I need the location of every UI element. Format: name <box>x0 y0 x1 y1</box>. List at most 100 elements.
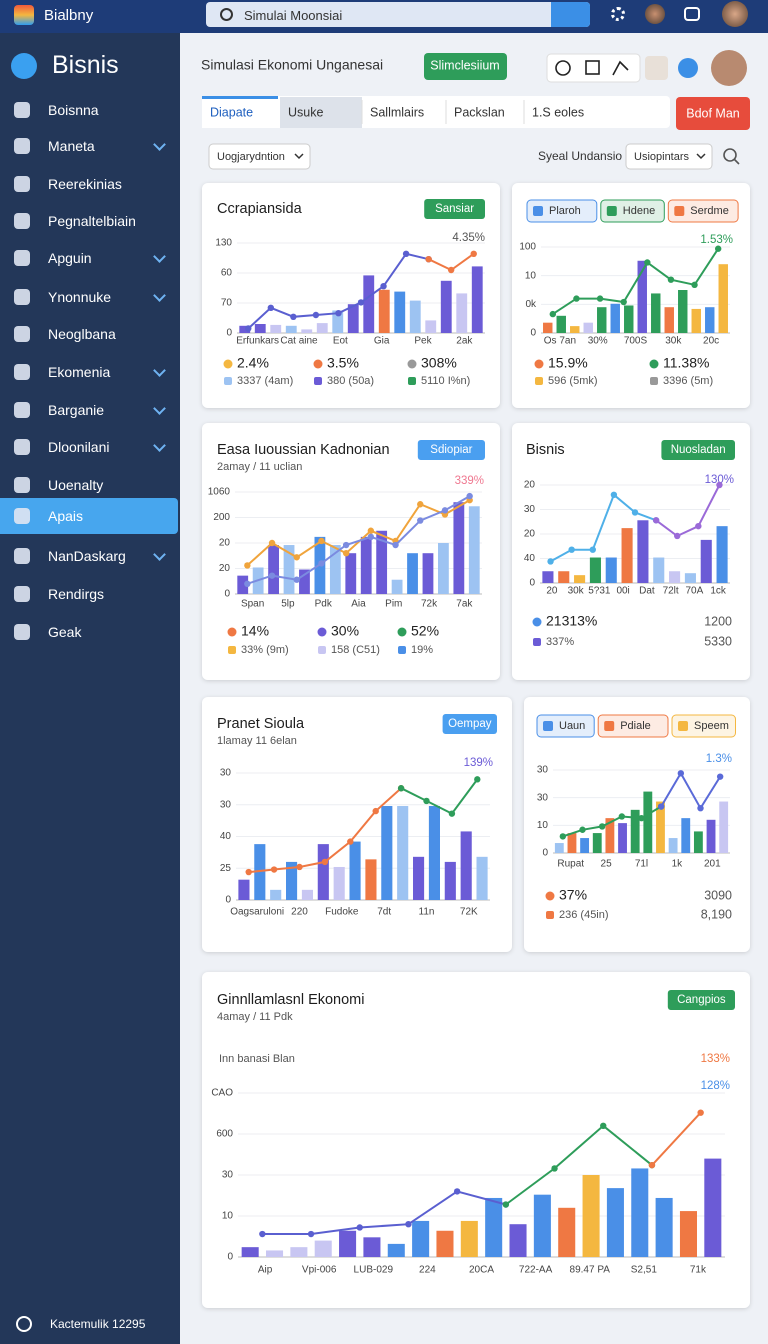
chip-icon <box>604 721 615 731</box>
annotation: 139% <box>464 757 493 769</box>
filter-chip[interactable] <box>671 714 736 738</box>
bar <box>558 571 570 583</box>
toolbar-icon[interactable] <box>555 60 571 76</box>
bar <box>438 543 449 594</box>
annotation: 4.35% <box>452 232 485 244</box>
y-axis-label: 30 <box>220 768 232 779</box>
line-series <box>246 499 471 567</box>
x-axis-label: Rupat <box>557 859 584 870</box>
x-axis-label: 11n <box>419 907 435 918</box>
filter-chip[interactable] <box>536 714 595 738</box>
menu-item[interactable]: Boisnna <box>0 92 178 128</box>
bar <box>618 823 627 853</box>
filter-chip[interactable] <box>597 714 669 738</box>
bar <box>656 801 665 853</box>
filter-chip[interactable] <box>600 199 665 223</box>
stat-value: 14% <box>241 623 269 639</box>
menu-item[interactable]: Apais <box>0 498 178 534</box>
dropdown[interactable] <box>208 143 311 170</box>
line-point <box>312 311 320 319</box>
filter-chip[interactable] <box>526 199 598 223</box>
menu-item[interactable]: Geak <box>0 614 178 650</box>
search-box[interactable]: Simulai Moonsiai <box>206 2 590 27</box>
stat-dot <box>545 891 555 901</box>
primary-button-label[interactable]: Slimclesiium <box>430 58 499 72</box>
menu-item[interactable]: Uoenalty <box>0 467 178 503</box>
dropdown-label[interactable]: Uogjarydntion <box>217 151 285 163</box>
line-point <box>631 509 639 516</box>
badge-label: Cangpios <box>677 994 726 1006</box>
menu-item[interactable]: Apguin <box>0 240 178 276</box>
y-axis-label: 10 <box>525 270 537 281</box>
menu-item[interactable]: Rendirgs <box>0 576 178 612</box>
search-button[interactable] <box>551 2 590 27</box>
settings-icon[interactable] <box>611 7 625 21</box>
menu-item[interactable]: Ynonnuke <box>0 279 178 315</box>
action-button-label[interactable]: Bdof Man <box>686 106 740 120</box>
line-point <box>347 838 354 845</box>
logo[interactable] <box>14 5 34 25</box>
toolbar-icon[interactable] <box>645 56 668 80</box>
line-point <box>357 299 365 306</box>
menu-item[interactable]: Dloonilani <box>0 429 178 465</box>
menu-item[interactable]: Maneta <box>0 128 178 164</box>
tab-label[interactable]: Usuke <box>288 105 323 119</box>
line-point <box>380 283 387 290</box>
line-point <box>405 1221 412 1228</box>
stat-value: 11.38% <box>663 355 709 371</box>
card-subtitle: 4amay / 11 Pdk <box>217 1011 293 1023</box>
stat-sub: 33% (9m) <box>241 644 289 656</box>
bar <box>570 326 580 333</box>
line-point <box>425 256 432 263</box>
line-point <box>245 868 252 876</box>
menu-item[interactable]: Reerekinias <box>0 166 178 202</box>
line-point <box>657 803 665 810</box>
stat-value: 308% <box>421 355 457 371</box>
search-icon[interactable] <box>723 148 737 162</box>
stat-value: 15.9% <box>548 355 588 371</box>
menu-chevron <box>153 402 166 415</box>
menu-item[interactable]: Neoglbana <box>0 316 178 352</box>
bar <box>543 322 553 333</box>
filter-chip[interactable] <box>667 199 739 223</box>
y-axis-label: 0 <box>227 1252 233 1263</box>
x-axis-label: 220 <box>291 907 308 918</box>
tab-label[interactable]: Packslan <box>454 105 505 119</box>
toolbar-icon[interactable] <box>612 60 629 76</box>
action-button[interactable] <box>676 97 750 130</box>
select[interactable] <box>625 143 713 170</box>
badge <box>667 990 735 1010</box>
menu-icon <box>14 439 30 455</box>
y-axis-label: 40 <box>220 831 232 842</box>
x-axis-label: 70A <box>685 586 703 597</box>
line-point <box>657 803 665 810</box>
primary-button[interactable] <box>424 53 507 80</box>
menu-label: Apais <box>48 508 84 524</box>
tab-label[interactable]: Sallmlairs <box>370 105 424 119</box>
sidebar-logo <box>11 53 37 79</box>
filter-label: Syeal Undansio <box>538 149 622 163</box>
profile-avatar[interactable] <box>711 50 747 86</box>
menu-item[interactable]: Ekomenia <box>0 354 178 390</box>
menu-item[interactable]: Pegnaltelbiain <box>0 203 178 239</box>
notifications-icon[interactable] <box>684 7 700 21</box>
tab-label[interactable]: 1.S eoles <box>532 105 584 119</box>
menu-item[interactable]: NanDaskarg <box>0 538 178 574</box>
avatar[interactable] <box>645 4 665 24</box>
card <box>512 183 750 408</box>
toolbar-icon[interactable] <box>585 60 600 75</box>
stat-value: 3090 <box>704 888 732 902</box>
stat-value: 37% <box>559 887 587 903</box>
tab-label[interactable]: Diapate <box>210 105 253 119</box>
stat-sub: 3337 (4am) <box>237 375 293 387</box>
user-avatar[interactable] <box>722 1 748 27</box>
bar <box>301 889 313 900</box>
search-icon <box>733 158 740 165</box>
menu-item[interactable]: Barganie <box>0 392 178 428</box>
bar <box>285 325 297 333</box>
x-axis-label: 25 <box>601 859 613 870</box>
menu-label: Geak <box>48 624 82 640</box>
select-label[interactable]: Usiopintars <box>634 151 690 163</box>
status-icon[interactable] <box>678 58 698 78</box>
bar <box>533 1194 551 1257</box>
